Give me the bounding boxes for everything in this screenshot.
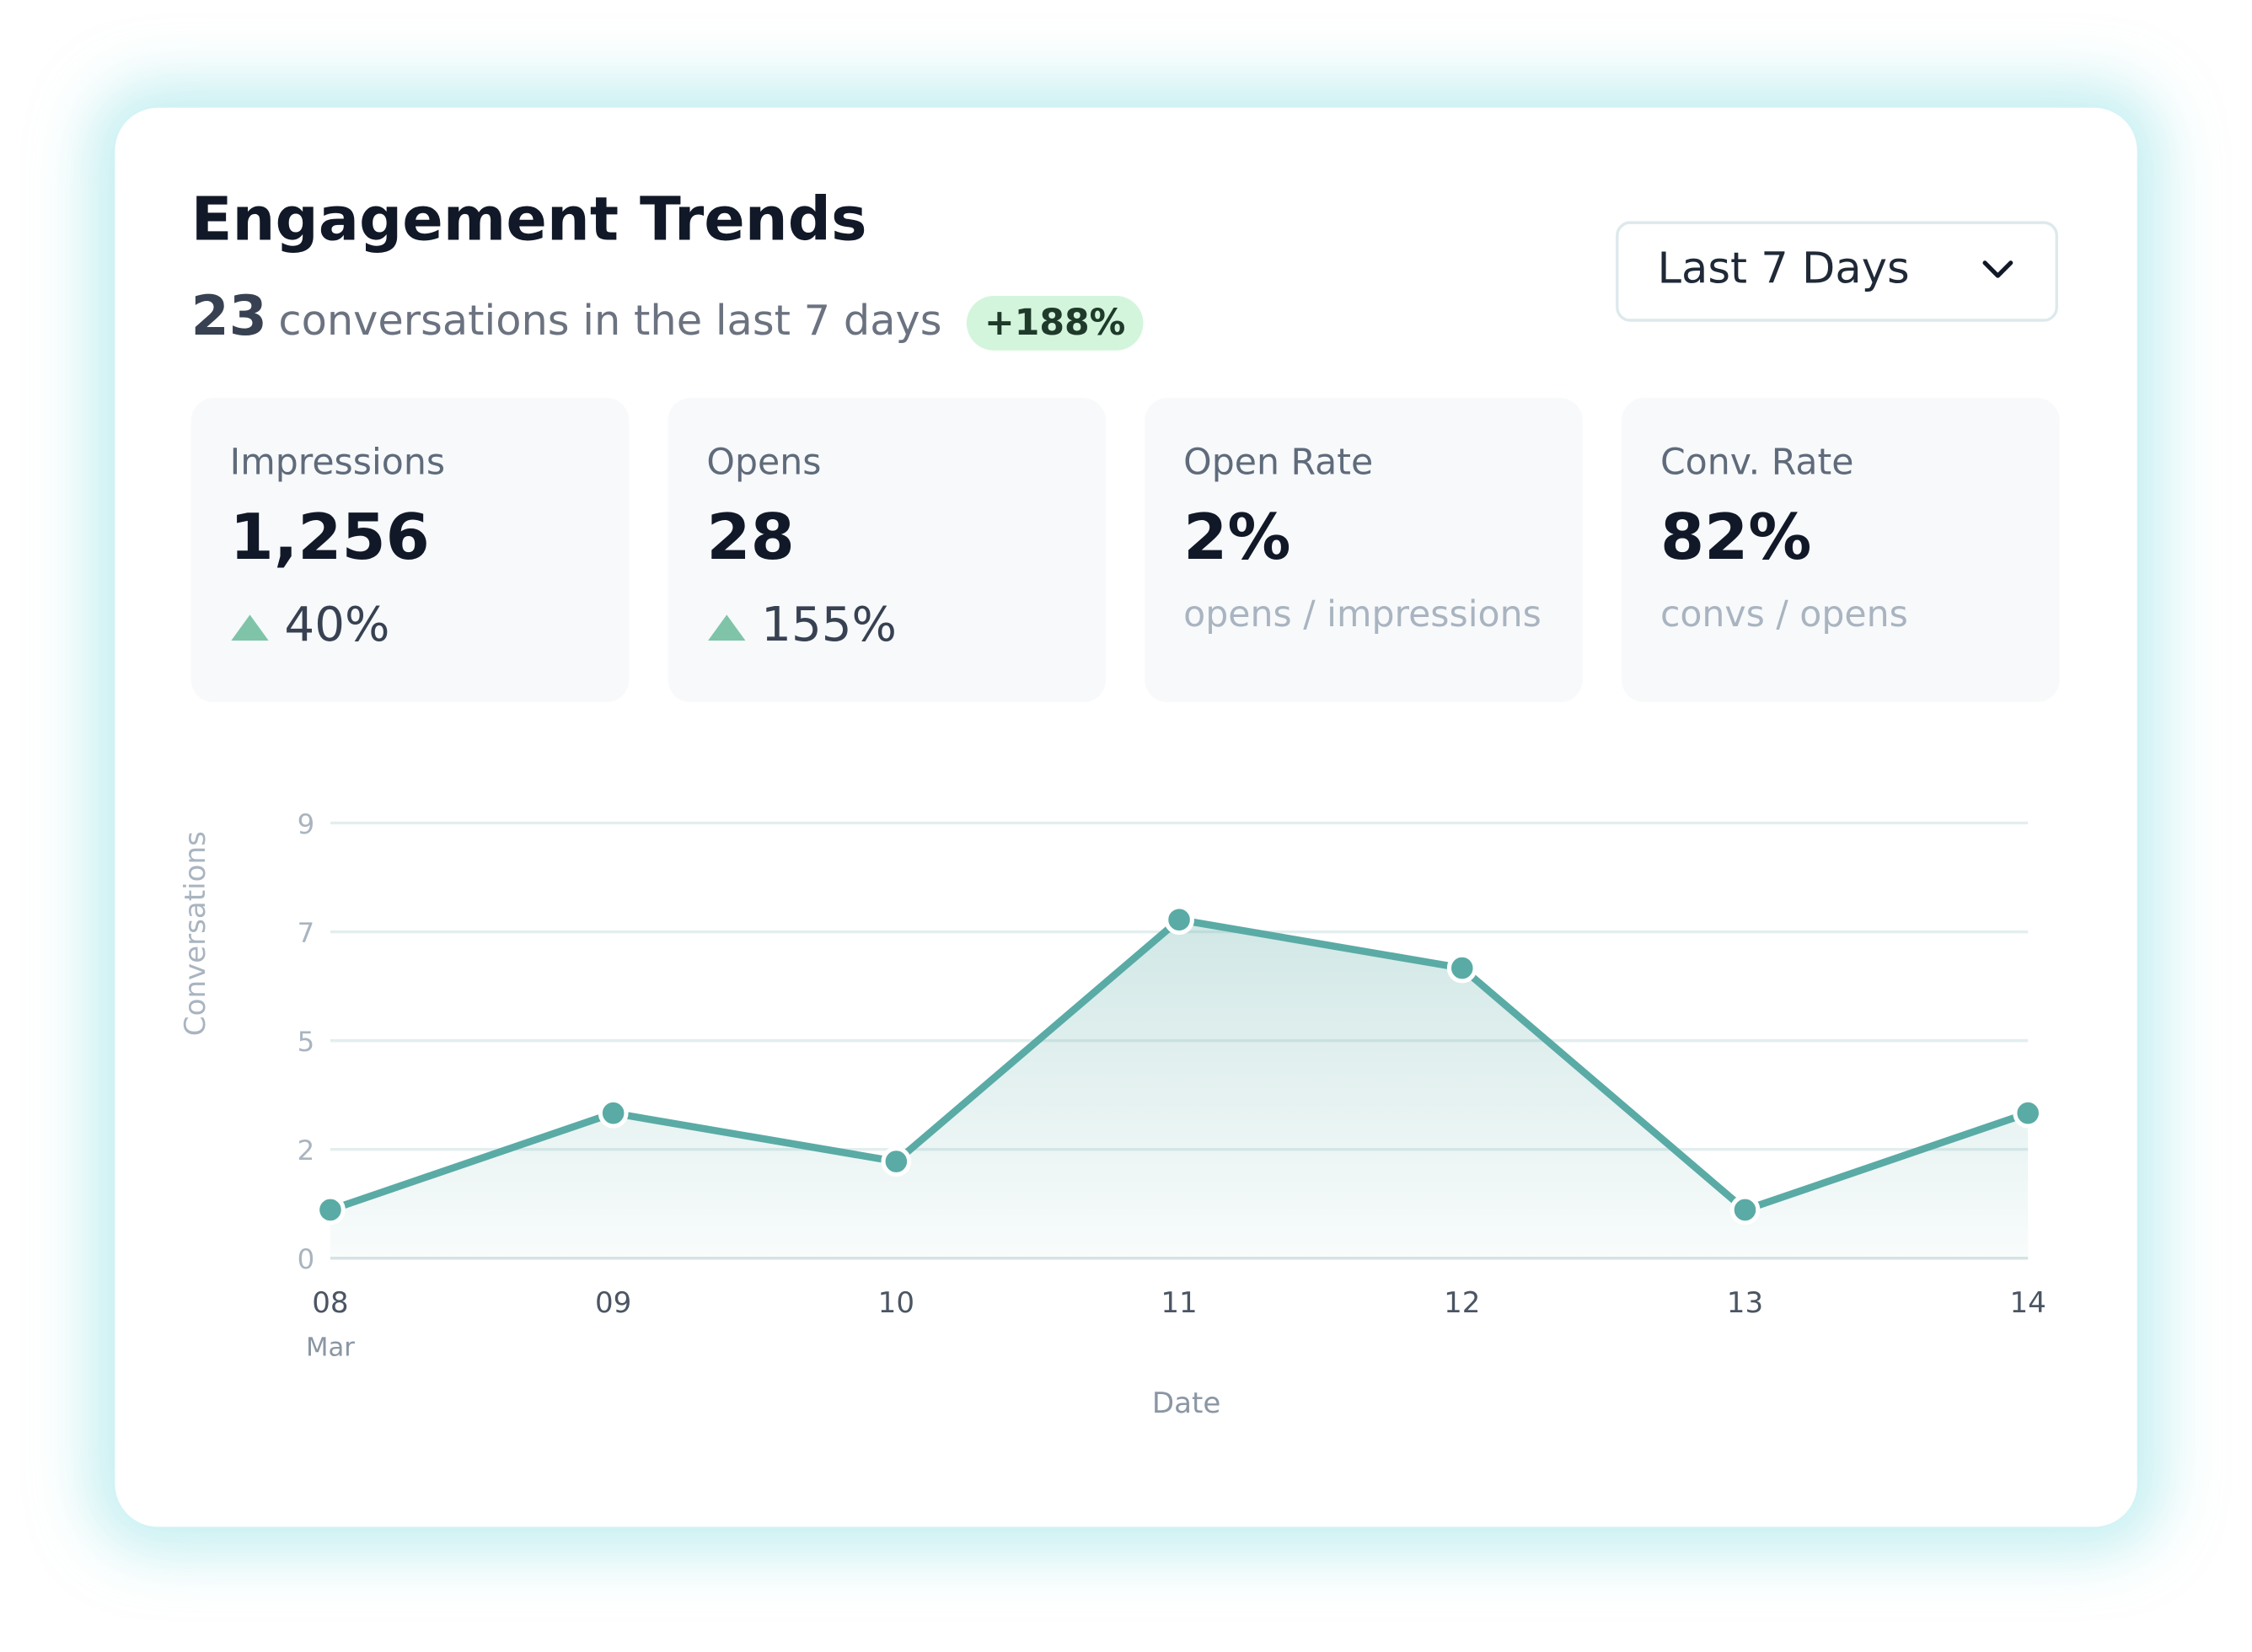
metric-value: 2%: [1183, 501, 1291, 575]
point: [881, 1146, 912, 1177]
y-tick-label: 0: [298, 1243, 315, 1275]
metric-card: Opens 28 155%: [668, 398, 1107, 703]
metric-card: Impressions 1,256 40%: [190, 398, 630, 703]
metric-card: Open Rate 2% opens / impressions: [1145, 398, 1583, 703]
metric-value: 28: [706, 501, 795, 575]
y-tick-label: 9: [298, 808, 315, 840]
x-month-label: Mar: [306, 1333, 355, 1363]
metric-label: Opens: [706, 441, 822, 483]
metric-card: Conv. Rate 82% convs / opens: [1621, 398, 2060, 703]
y-tick-label: 5: [298, 1026, 315, 1058]
metric-note: opens / impressions: [1183, 593, 1542, 636]
point: [1729, 1194, 1761, 1226]
metric-label: Impressions: [229, 441, 446, 483]
badge: +188%: [966, 296, 1144, 351]
dropdown[interactable]: Last 7 Days: [1616, 221, 2058, 322]
x-tick-label: 11: [1161, 1286, 1197, 1320]
point: [2013, 1097, 2044, 1129]
x-tick-label: 12: [1444, 1286, 1480, 1320]
summary-text: conversations in the last 7 days: [278, 296, 942, 345]
count: 23: [190, 284, 267, 348]
metric-value: 82%: [1660, 501, 1812, 575]
summary: 23 conversations in the last 7 days: [191, 284, 942, 347]
up-arrow: [231, 614, 269, 641]
x-tick-label: 09: [595, 1286, 631, 1320]
metric-label: Conv. Rate: [1660, 441, 1854, 483]
metric-note: convs / opens: [1660, 593, 1908, 636]
y-tick-label: 7: [298, 917, 315, 949]
point: [598, 1097, 629, 1129]
up-arrow: [708, 614, 746, 641]
y-axis-title: Conversations: [179, 831, 212, 1036]
x-tick-label: 13: [1727, 1286, 1763, 1320]
metric-change-value: 155%: [761, 596, 897, 652]
point: [1446, 952, 1477, 984]
x-tick-label: 10: [878, 1286, 914, 1320]
metric-change: 40%: [230, 596, 390, 652]
y-tick-label: 2: [298, 1134, 315, 1167]
point: [315, 1194, 346, 1226]
x-axis-title: Date: [1152, 1386, 1220, 1420]
metric-change-value: 40%: [284, 596, 390, 652]
area: [330, 920, 2029, 1258]
point: [1164, 904, 1194, 936]
metric-change: 155%: [706, 596, 897, 652]
x-tick-label: 08: [312, 1286, 348, 1320]
x-tick-label: 14: [2010, 1286, 2046, 1320]
title: Engagement Trends: [190, 184, 867, 255]
dropdown-label: Last 7 Days: [1657, 244, 1910, 295]
metric-value: 1,256: [229, 501, 430, 575]
chevron: [1982, 260, 2013, 278]
metric-label: Open Rate: [1183, 441, 1374, 483]
